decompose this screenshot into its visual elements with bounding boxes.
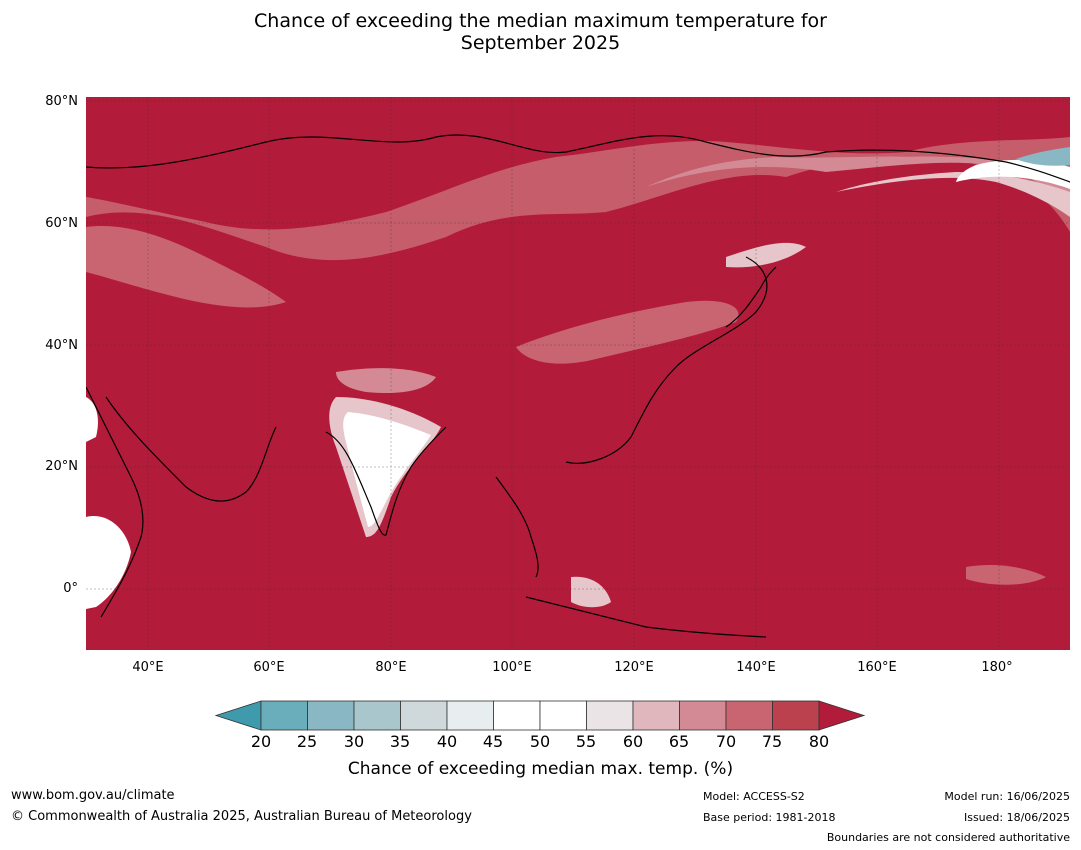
colorbar-tick-70: 70 [715, 732, 737, 751]
colorbar-segment [772, 700, 820, 731]
colorbar-tick-55: 55 [575, 732, 597, 751]
footer-model: Model: ACCESS-S2 [703, 790, 805, 803]
pakistan-pink [336, 368, 436, 394]
colorbar-tick-40: 40 [436, 732, 458, 751]
pacific-patch [966, 565, 1046, 585]
colorbar-extend-low [214, 700, 262, 731]
footer-issued: Issued: 18/06/2025 [963, 811, 1070, 824]
lon-label-160e: 160°E [857, 660, 897, 675]
colorbar-tick-75: 75 [761, 732, 783, 751]
east-siberia-pink [646, 156, 1070, 212]
lat-label-60n: 60°N [45, 216, 78, 231]
lat-label-20n: 20°N [45, 459, 78, 474]
colorbar-tick-80: 80 [808, 732, 830, 751]
colorbar-tick-35: 35 [389, 732, 411, 751]
title-line-2: September 2025 [460, 32, 621, 54]
map-canvas [86, 97, 1070, 650]
lat-label-0: 0° [63, 581, 78, 596]
colorbar-segment [679, 700, 727, 731]
graticule [86, 97, 1070, 650]
colorbar-segments [214, 700, 866, 731]
western-eurasia-band [86, 226, 286, 308]
colorbar-segment [539, 700, 587, 731]
footer-url: www.bom.gov.au/climate [11, 788, 175, 803]
colorbar-tick-30: 30 [343, 732, 365, 751]
arabia-white [86, 397, 98, 442]
southeast-asia-coastline [495, 476, 539, 578]
footer-disclaimer: Boundaries are not considered authoritat… [826, 831, 1070, 844]
arctic-coastline [86, 134, 1070, 183]
colorbar-tick-25: 25 [296, 732, 318, 751]
borneo-light [571, 576, 611, 608]
okhotsk-light [726, 242, 806, 268]
africa-horn-white [86, 516, 131, 609]
footer-copyright: © Commonwealth of Australia 2025, Austra… [11, 809, 472, 824]
india-white [343, 412, 431, 527]
map-title: Chance of exceeding the median maximum t… [0, 10, 1081, 54]
colorbar-segment [446, 700, 494, 731]
pacific-coastline [565, 256, 768, 464]
forecast-map [86, 97, 1070, 650]
colorbar-segment [632, 700, 680, 731]
colorbar-tick-50: 50 [529, 732, 551, 751]
lon-label-120e: 120°E [614, 660, 654, 675]
lon-label-180: 180° [981, 660, 1013, 675]
lon-label-40e: 40°E [132, 660, 164, 675]
title-line-1: Chance of exceeding the median maximum t… [254, 10, 827, 32]
lat-label-80n: 80°N [45, 94, 78, 109]
colorbar-tick-60: 60 [622, 732, 644, 751]
coastlines [86, 134, 1070, 638]
colorbar-tick-45: 45 [482, 732, 504, 751]
africa-coastline [86, 386, 144, 618]
chukotka-teal [1016, 147, 1070, 166]
colorbar-label: Chance of exceeding median max. temp. (%… [347, 759, 734, 779]
footer-base-period: Base period: 1981-2018 [703, 811, 836, 824]
colorbar-segment [353, 700, 401, 731]
india-coastline [325, 426, 447, 536]
colorbar-segment [725, 700, 773, 731]
colorbar-segment [586, 700, 634, 731]
siberia-mid-band [86, 137, 1070, 261]
japan-coastline [725, 266, 777, 328]
colorbar-segment [493, 700, 541, 731]
lon-label-140e: 140°E [736, 660, 776, 675]
arabia-coastline [105, 396, 277, 502]
china-mid-band [516, 300, 739, 364]
lat-label-40n: 40°N [45, 338, 78, 353]
lon-label-80e: 80°E [375, 660, 407, 675]
colorbar-segment [400, 700, 448, 731]
colorbar-tick-20: 20 [250, 732, 272, 751]
colorbar-segment [260, 700, 308, 731]
lon-label-60e: 60°E [253, 660, 285, 675]
chukotka-white [956, 159, 1070, 189]
far-east-light [836, 172, 1070, 217]
lon-label-100e: 100°E [492, 660, 532, 675]
colorbar-tick-65: 65 [668, 732, 690, 751]
footer-model-run: Model run: 16/06/2025 [944, 790, 1070, 803]
colorbar-extend-high [818, 700, 866, 731]
indonesia-coastline [525, 596, 767, 638]
colorbar-segment [307, 700, 355, 731]
